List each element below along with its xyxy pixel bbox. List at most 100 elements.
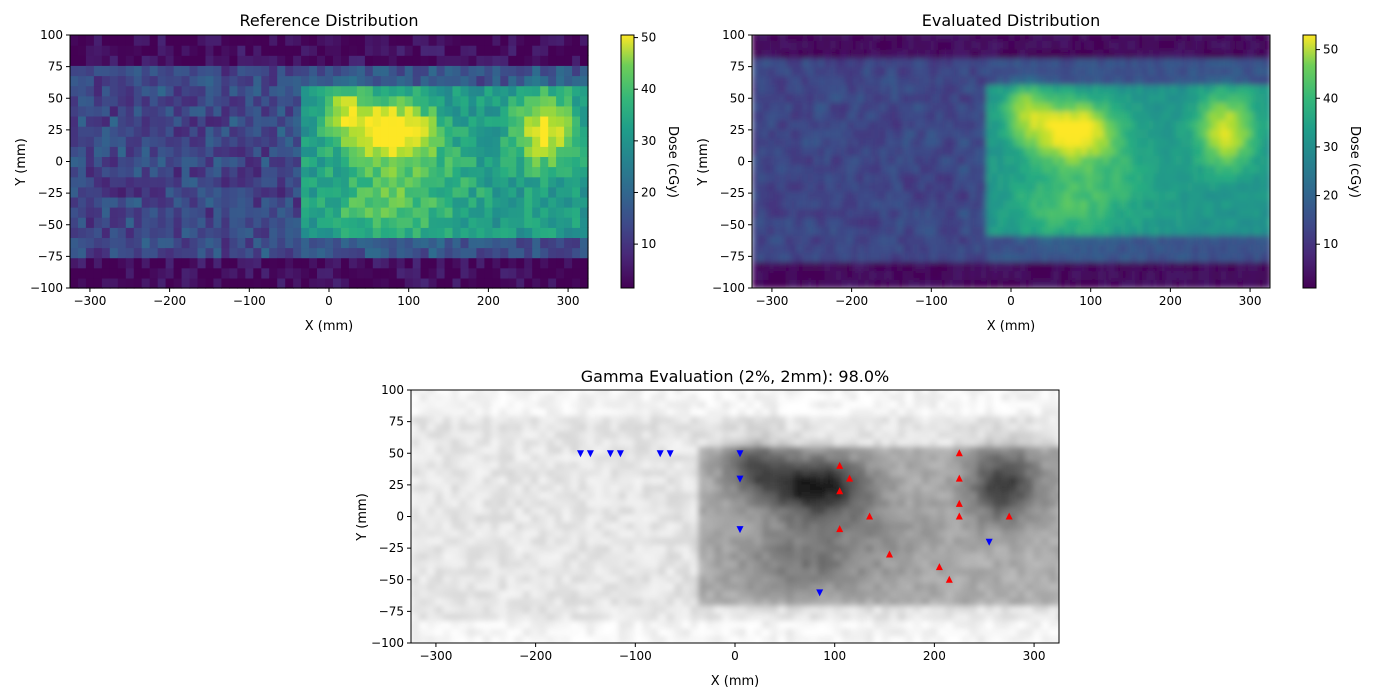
evaluated-cell: [1036, 252, 1043, 263]
evaluated-cell: [997, 40, 1004, 50]
gamma-cell: [419, 438, 428, 447]
reference-cell: [380, 277, 390, 289]
evaluated-cell: [891, 164, 898, 174]
evaluated-cell: [1064, 270, 1071, 280]
gamma-cell: [490, 559, 500, 568]
reference-cell: [580, 55, 589, 66]
gamma-cell: [482, 529, 492, 538]
evaluated-cell: [1030, 40, 1038, 50]
reference-cell: [524, 277, 533, 289]
evaluated-cell: [835, 110, 843, 121]
reference-cell: [333, 176, 342, 188]
reference-cell: [564, 227, 573, 239]
evaluated-cell: [1097, 279, 1105, 288]
evaluated-cell: [913, 261, 921, 272]
evaluated-cell: [1176, 110, 1183, 121]
colorbar-tick-label: 10: [1323, 237, 1338, 251]
reference-cell: [117, 227, 127, 239]
reference-cell: [85, 35, 95, 46]
evaluated-cell: [1003, 84, 1010, 94]
evaluated-cell: [1209, 110, 1216, 121]
evaluated-cell: [1265, 110, 1270, 121]
evaluated-cell: [902, 84, 909, 94]
evaluated-cell: [1248, 137, 1255, 148]
evaluated-cell: [1248, 57, 1255, 68]
evaluated-cell: [818, 172, 826, 183]
evaluated-cell: [1086, 146, 1094, 156]
evaluated-cell: [964, 40, 971, 50]
reference-cell: [396, 217, 406, 228]
reference-cell: [93, 257, 103, 269]
evaluated-cell: [1025, 128, 1032, 139]
reference-cell: [285, 247, 294, 259]
evaluated-cell: [796, 155, 803, 165]
evaluated-cell: [924, 110, 932, 121]
evaluated-cell: [1030, 102, 1038, 112]
evaluated-cell: [1176, 57, 1183, 68]
reference-cell: [189, 267, 199, 279]
evaluated-cell: [986, 146, 993, 156]
evaluated-cell: [997, 146, 1004, 156]
reference-cell: [293, 146, 302, 158]
evaluated-cell: [969, 93, 976, 103]
gamma-cell: [498, 521, 508, 530]
evaluated-cell: [885, 190, 893, 201]
gamma-cell: [419, 390, 428, 394]
evaluated-cell: [830, 137, 837, 148]
reference-cell: [237, 85, 246, 97]
evaluated-cell: [757, 261, 764, 272]
evaluated-cell: [1242, 181, 1250, 192]
evaluated-cell: [1203, 252, 1211, 263]
reference-cell: [229, 65, 238, 77]
evaluated-cell: [874, 243, 882, 254]
reference-cell: [221, 146, 230, 158]
evaluated-cell: [835, 226, 843, 236]
reference-cell: [125, 196, 135, 208]
evaluated-cell: [902, 66, 909, 77]
evaluated-cell: [1242, 48, 1250, 59]
gamma-cell: [498, 620, 508, 629]
evaluated-cell: [1058, 128, 1066, 139]
reference-cell: [532, 136, 541, 147]
evaluated-cell: [1170, 181, 1177, 192]
evaluated-cell: [824, 208, 831, 218]
reference-cell: [157, 105, 167, 117]
evaluated-cell: [936, 84, 943, 94]
evaluated-cell: [1181, 172, 1188, 183]
evaluated-cell: [785, 84, 792, 94]
evaluated-cell: [902, 164, 909, 174]
evaluated-cell: [768, 217, 776, 227]
evaluated-cell: [1153, 234, 1160, 245]
evaluated-cell: [885, 199, 893, 210]
evaluated-cell: [824, 35, 831, 41]
evaluated-cell: [891, 66, 898, 77]
gamma-cell: [419, 430, 428, 439]
reference-cell: [237, 156, 246, 168]
gamma-cell: [434, 597, 444, 606]
reference-cell: [356, 267, 366, 279]
evaluated-cell: [1242, 226, 1250, 236]
gamma-cell: [482, 567, 492, 576]
evaluated-cell: [897, 128, 904, 139]
gamma-cell: [411, 476, 420, 485]
reference-cell: [476, 176, 485, 188]
evaluated-cell: [824, 84, 831, 94]
reference-cell: [197, 85, 207, 97]
reference-cell: [85, 75, 95, 87]
evaluated-cell: [1036, 261, 1043, 272]
reference-cell: [70, 45, 79, 56]
evaluated-cell: [991, 164, 999, 174]
evaluated-cell: [1103, 155, 1110, 165]
evaluated-cell: [964, 128, 971, 139]
evaluated-cell: [986, 172, 993, 183]
evaluated-cell: [1025, 181, 1032, 192]
evaluated-cell: [1120, 164, 1127, 174]
reference-cell: [412, 217, 422, 228]
evaluated-cell: [796, 181, 803, 192]
evaluated-cell: [1014, 172, 1021, 183]
reference-cell: [492, 176, 501, 188]
evaluated-cell: [874, 172, 882, 183]
reference-cell: [452, 176, 462, 188]
reference-cell: [325, 136, 334, 147]
reference-cell: [133, 75, 143, 87]
